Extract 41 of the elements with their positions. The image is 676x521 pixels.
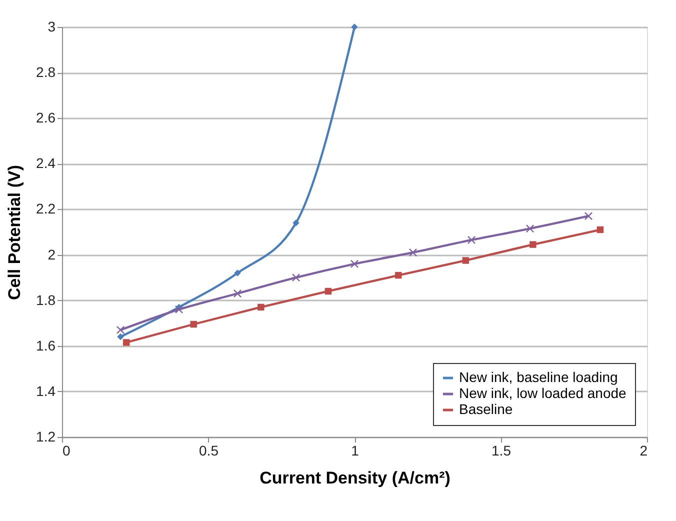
x-axis-title: Current Density (A/cm²): [260, 468, 450, 488]
point: [584, 212, 593, 220]
point: [174, 305, 184, 314]
point: [233, 289, 242, 298]
y-tick-label: 2.2: [36, 200, 56, 217]
point: [122, 339, 130, 346]
x-tick-label: 0: [62, 442, 70, 458]
y-tick-label: 1.2: [36, 428, 56, 444]
point: [462, 257, 470, 264]
point: [234, 270, 241, 276]
point: [408, 248, 418, 257]
point: [116, 326, 125, 334]
y-tick-label: 1.4: [36, 382, 56, 399]
y-axis-title: Cell Potential (V): [5, 164, 24, 300]
point: [258, 304, 264, 311]
point: [292, 273, 300, 282]
point: [292, 220, 300, 226]
y-tick-label: 1.6: [36, 337, 56, 354]
point: [351, 24, 358, 30]
legend-label: New ink, baseline loading: [459, 369, 618, 385]
y-tick-label: 2.6: [36, 110, 56, 126]
point: [117, 333, 124, 340]
point: [350, 260, 359, 268]
point: [526, 224, 534, 233]
point: [596, 226, 604, 234]
y-tick-label: 2: [48, 246, 56, 262]
y-tick-label: 2.4: [36, 155, 56, 172]
point: [190, 320, 197, 328]
x-tick-label: 2: [640, 442, 648, 458]
point: [324, 288, 332, 295]
legend-label: New ink, low loaded anode: [459, 385, 627, 401]
legend-label: Baseline: [459, 401, 513, 417]
point: [395, 272, 402, 279]
y-tick-label: 2.8: [36, 64, 56, 80]
y-tick-label: 3: [48, 18, 56, 34]
x-tick-label: 0.5: [199, 442, 219, 458]
point: [530, 241, 536, 248]
point: [467, 236, 476, 244]
x-tick-label: 1.5: [492, 442, 512, 458]
x-tick-label: 1: [351, 442, 360, 458]
y-tick-label: 1.8: [36, 292, 56, 308]
